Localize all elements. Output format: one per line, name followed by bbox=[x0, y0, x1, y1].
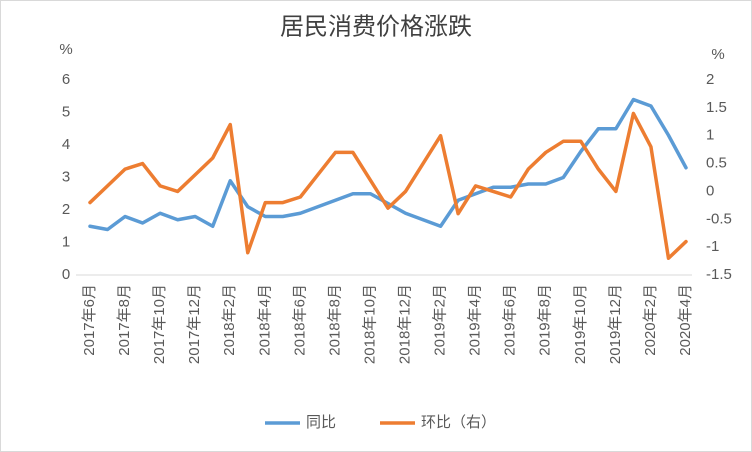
x-tick-label: 2020年4月 bbox=[677, 284, 694, 356]
y2-tick-label: 0 bbox=[706, 182, 714, 199]
y-tick-label: 4 bbox=[62, 136, 70, 153]
x-tick-label: 2020年2月 bbox=[642, 284, 659, 356]
x-tick-label: 2018年8月 bbox=[326, 284, 343, 356]
y-tick-label: 0 bbox=[62, 266, 70, 283]
chart-title: 居民消费价格涨跌 bbox=[280, 13, 472, 40]
y-tick-label: 3 bbox=[62, 168, 70, 185]
x-tick-label: 2017年8月 bbox=[116, 284, 133, 356]
x-tick-label: 2018年2月 bbox=[221, 284, 238, 356]
y2-tick-label: 0.5 bbox=[706, 155, 727, 172]
y2-tick-label: 1 bbox=[706, 127, 714, 144]
x-tick-label: 2018年10月 bbox=[361, 284, 378, 364]
y-tick-label: 5 bbox=[62, 103, 70, 120]
x-tick-label: 2018年6月 bbox=[291, 284, 308, 356]
x-tick-label: 2019年4月 bbox=[467, 284, 484, 356]
x-tick-label: 2018年4月 bbox=[256, 284, 273, 356]
y-tick-label: 2 bbox=[62, 201, 70, 218]
y2-tick-label: -0.5 bbox=[706, 210, 732, 227]
y2-tick-label: -1 bbox=[706, 238, 719, 255]
x-tick-label: 2019年10月 bbox=[572, 284, 589, 364]
x-tick-label: 2017年6月 bbox=[81, 284, 98, 356]
y-tick-label: 1 bbox=[62, 233, 70, 250]
y2-tick-label: 1.5 bbox=[706, 99, 727, 116]
y-tick-label: 6 bbox=[62, 71, 70, 88]
x-tick-label: 2017年12月 bbox=[186, 284, 203, 364]
y2-tick-label: 2 bbox=[706, 71, 714, 88]
x-tick-label: 2017年10月 bbox=[151, 284, 168, 364]
y-axis-label: % bbox=[59, 41, 72, 58]
y2-tick-label: -1.5 bbox=[706, 266, 732, 283]
y2-axis-label: % bbox=[711, 46, 724, 63]
data-line bbox=[88, 111, 688, 261]
x-tick-label: 2018年12月 bbox=[396, 284, 413, 364]
x-tick-label: 2019年2月 bbox=[432, 284, 449, 356]
x-tick-label: 2019年8月 bbox=[537, 284, 554, 356]
legend-label: 同比 bbox=[306, 414, 336, 431]
data-line bbox=[88, 97, 688, 232]
legend-label: 环比（右） bbox=[421, 414, 496, 431]
x-tick-label: 2019年6月 bbox=[502, 284, 519, 356]
x-tick-label: 2019年12月 bbox=[607, 284, 624, 364]
